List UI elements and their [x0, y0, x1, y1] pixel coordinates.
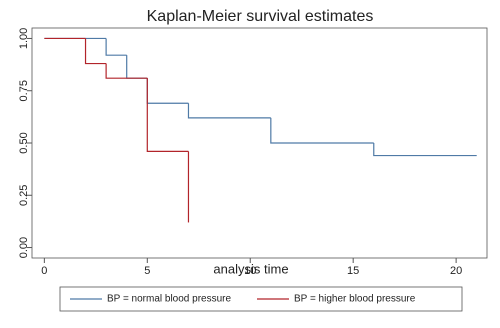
y-tick-label: 0.50	[18, 132, 30, 153]
survival-step	[187, 103, 271, 119]
x-tick-label: 10	[244, 265, 256, 277]
survival-step	[146, 78, 189, 152]
survival-step	[105, 38, 127, 56]
x-tick-label: 5	[144, 265, 150, 277]
legend-label: BP = higher blood pressure	[294, 294, 416, 305]
survival-step	[373, 143, 477, 157]
x-tick-label: 15	[347, 265, 359, 277]
plot-area	[31, 27, 488, 259]
y-tick-label: 1.00	[18, 28, 30, 49]
survival-step	[105, 63, 148, 79]
x-axis-label: analysis time	[213, 261, 288, 276]
chart-title: Kaplan-Meier survival estimates	[147, 8, 374, 25]
x-tick-label: 0	[41, 265, 47, 277]
survival-step	[84, 38, 107, 65]
survival-step	[270, 117, 374, 144]
y-tick-label: 0.00	[18, 237, 30, 258]
y-tick-label: 0.25	[18, 185, 30, 206]
y-tick-label: 0.75	[18, 80, 30, 101]
legend-label: BP = normal blood pressure	[107, 294, 231, 305]
x-tick-label: 20	[450, 265, 462, 277]
